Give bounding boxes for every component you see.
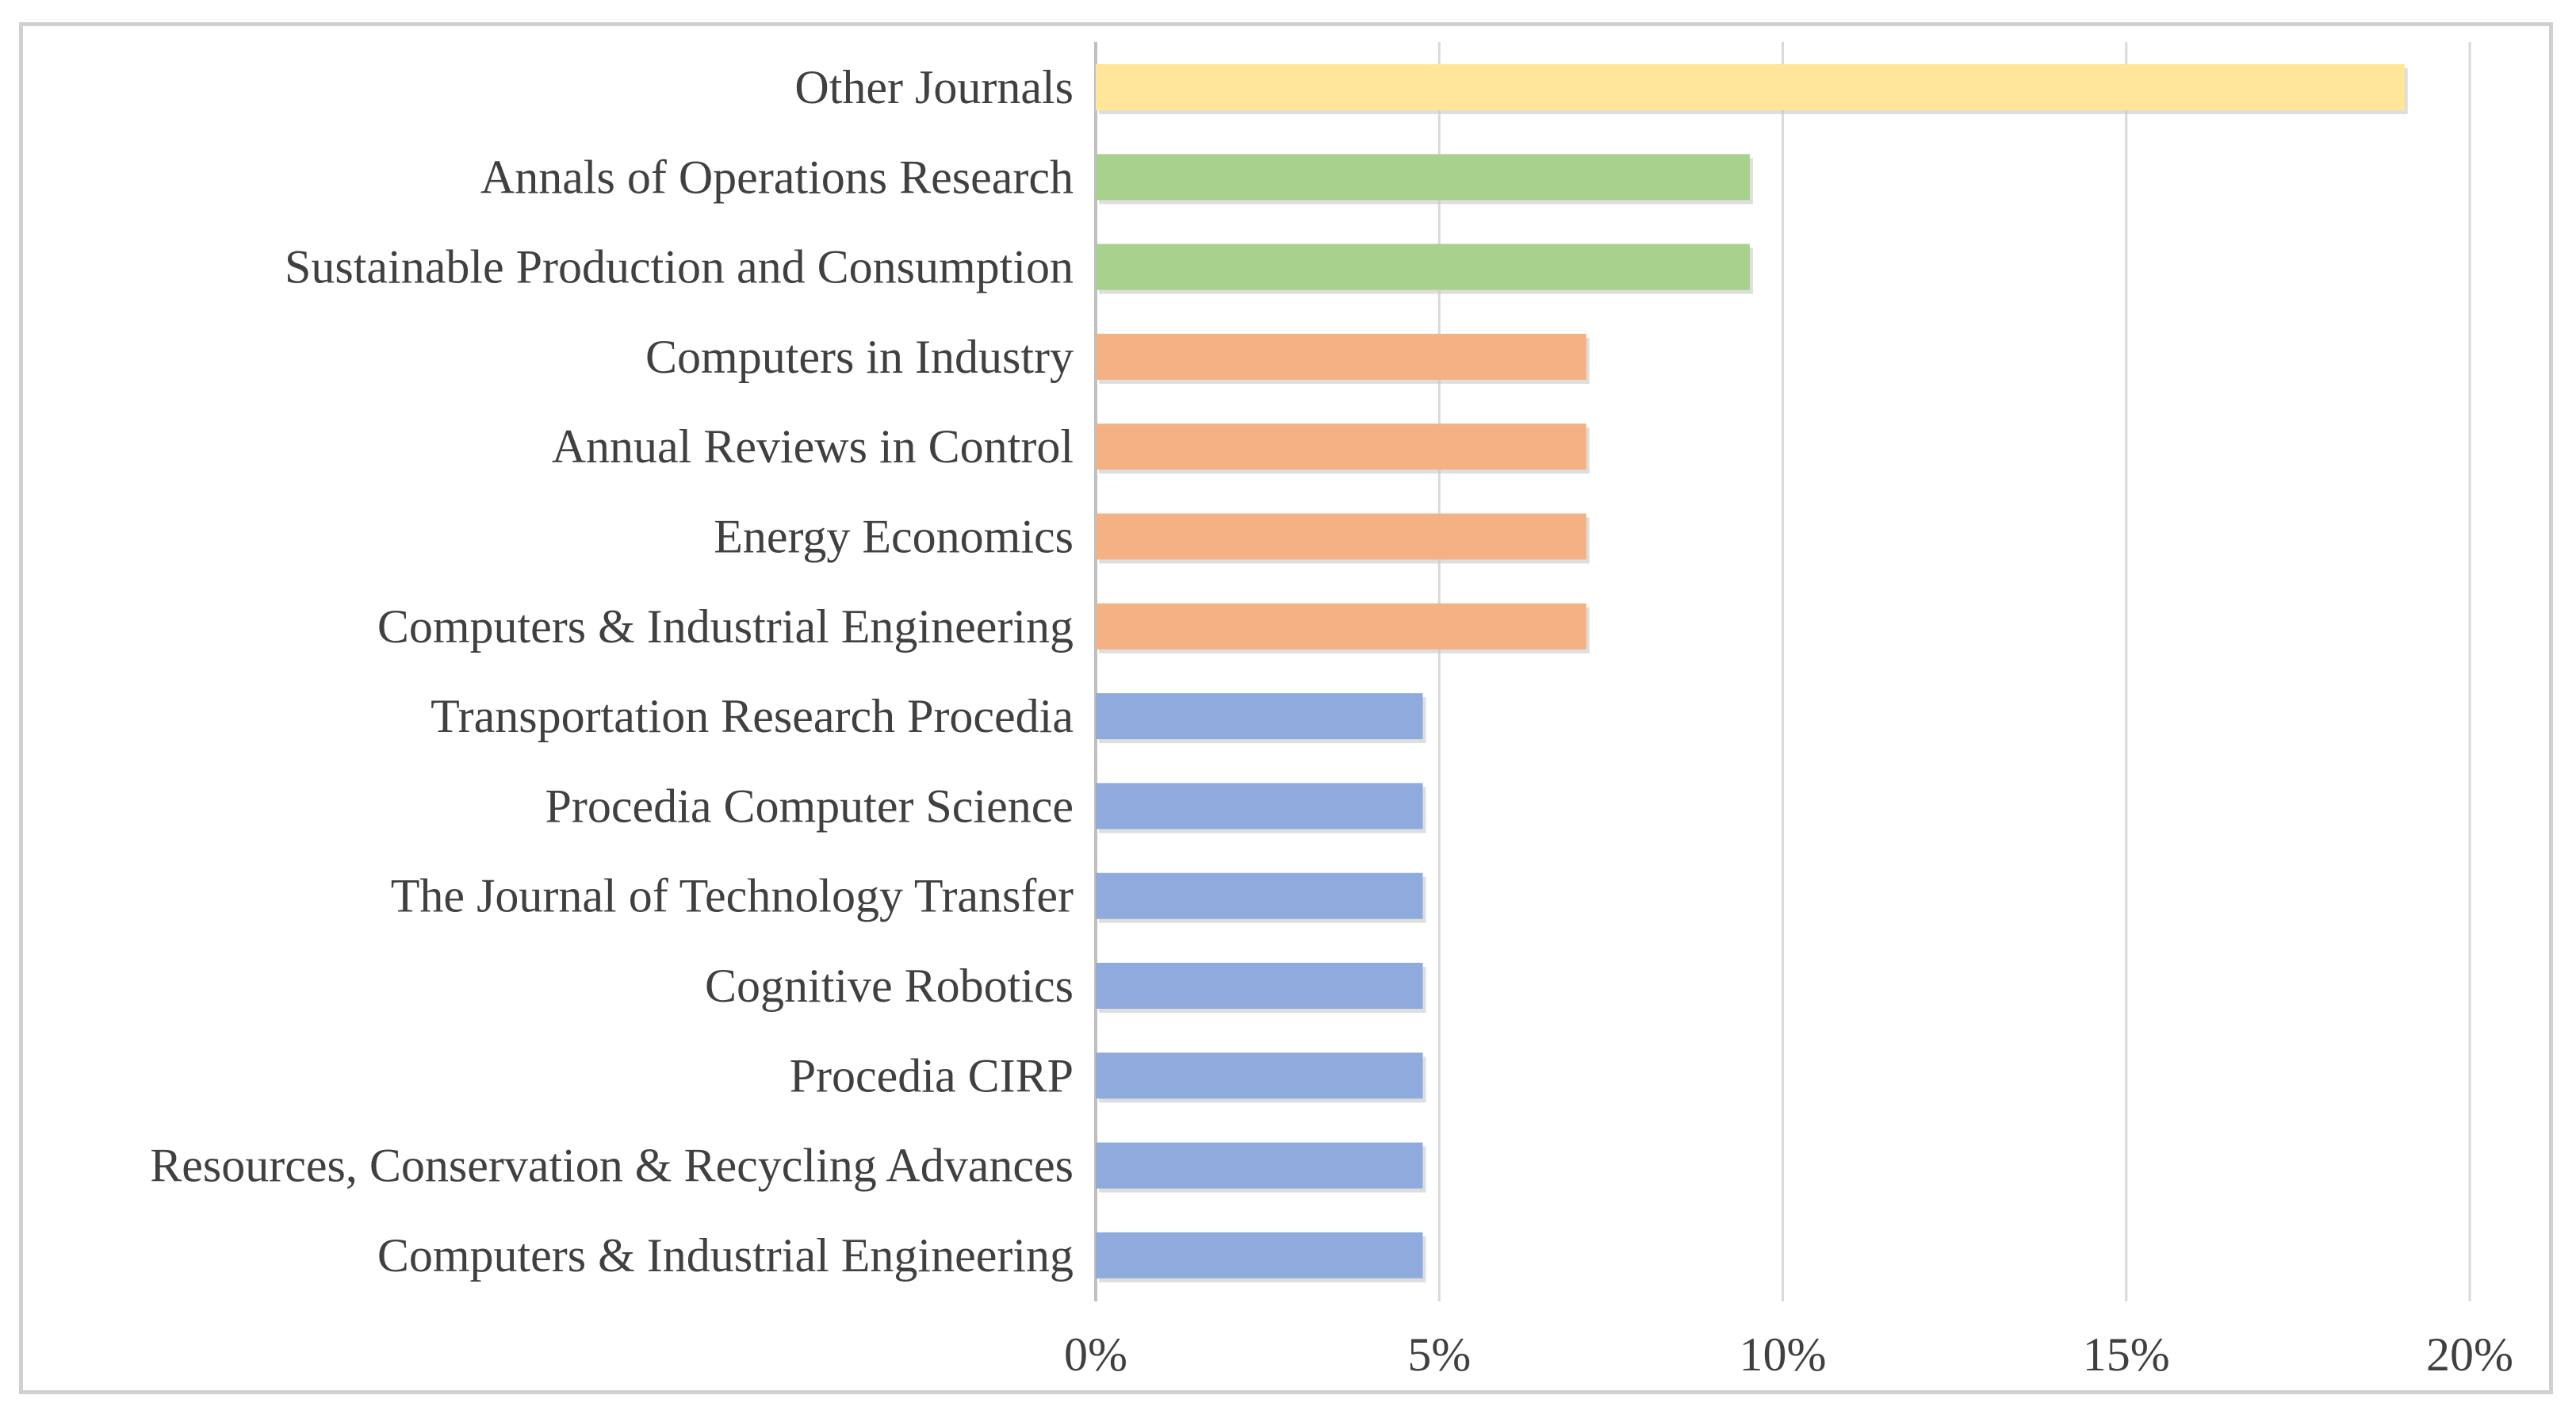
bar: [1096, 154, 1750, 201]
category-label: Sustainable Production and Consumption: [285, 241, 1074, 293]
bar: [1096, 1232, 1423, 1278]
bar: [1096, 64, 2405, 110]
bar: [1096, 963, 1423, 1009]
category-label: Cognitive Robotics: [705, 960, 1074, 1012]
bar: [1096, 333, 1587, 380]
category-label: Resources, Conservation & Recycling Adva…: [150, 1140, 1074, 1192]
x-tick-label: 5%: [1407, 1328, 1471, 1381]
bar-chart: Other Journals Annals of Operations Resea…: [150, 42, 2513, 1381]
x-tick-label: 0%: [1064, 1328, 1127, 1381]
bar: [1096, 243, 1750, 290]
bar: [1096, 693, 1423, 740]
chart-frame: Other Journals Annals of Operations Resea…: [19, 22, 2553, 1394]
category-label: Procedia Computer Science: [545, 780, 1074, 832]
x-tick-label: 20%: [2426, 1328, 2513, 1381]
category-label: Annual Reviews in Control: [552, 420, 1074, 473]
category-label: Transportation Research Procedia: [431, 690, 1074, 742]
category-label: Other Journals: [794, 61, 1074, 113]
bar: [1096, 603, 1587, 650]
category-labels: Other Journals Annals of Operations Resea…: [150, 61, 1074, 1282]
category-label: Procedia CIRP: [790, 1049, 1074, 1102]
bars: [1096, 64, 2408, 1282]
category-label: Energy Economics: [714, 511, 1074, 563]
category-label: Computers in Industry: [645, 331, 1074, 383]
category-label: Annals of Operations Research: [480, 151, 1074, 203]
bar: [1096, 1052, 1423, 1099]
category-label: The Journal of Technology Transfer: [391, 870, 1074, 922]
gridlines: [1094, 42, 2471, 1301]
bar: [1096, 423, 1587, 470]
bar: [1096, 872, 1423, 919]
category-label: Computers & Industrial Engineering: [377, 600, 1074, 653]
category-label: Computers & Industrial Engineering: [377, 1229, 1074, 1282]
bar: [1096, 513, 1587, 560]
x-tick-label: 10%: [1740, 1328, 1827, 1381]
x-axis-ticks: 0% 5% 10% 15% 20%: [1064, 1328, 2513, 1381]
bar: [1096, 783, 1423, 830]
x-tick-label: 15%: [2083, 1328, 2170, 1381]
bar: [1096, 1142, 1423, 1189]
